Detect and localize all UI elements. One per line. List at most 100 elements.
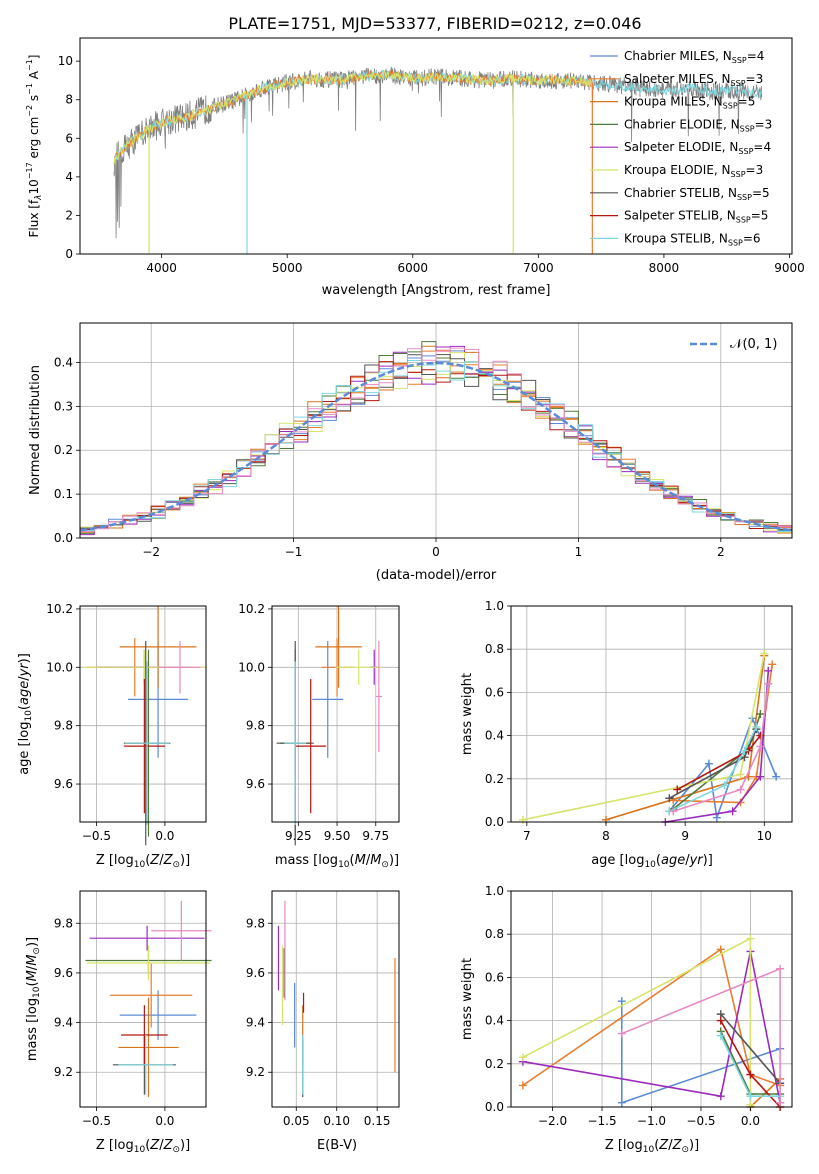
weight-vs-Z-point-marker bbox=[716, 1092, 725, 1101]
mass-vs-Z-xlabel: Z [log10(Z/Z⊙)] bbox=[96, 1138, 190, 1155]
weight-vs-age-point-marker bbox=[756, 731, 765, 740]
weight-vs-age-point-marker bbox=[752, 722, 761, 731]
weight-vs-age-lines bbox=[518, 649, 781, 826]
age-vs-mass-errorbars bbox=[276, 606, 382, 846]
weight-vs-age-xlabel: age [log10(age/yr)] bbox=[591, 853, 713, 870]
weight-vs-Z-xtick-label: −0.5 bbox=[686, 1114, 715, 1128]
weight-vs-age-point-marker bbox=[518, 815, 527, 824]
weight-vs-Z-point-marker bbox=[518, 1053, 527, 1062]
weight-vs-Z-ytick-label: 0.0 bbox=[485, 1100, 504, 1114]
age-vs-Z-axes-frame bbox=[79, 605, 207, 823]
weight-vs-Z-ticks: −2.0 −1.5 −1.0 −0.5 0.0 0.0 0.2 0.4 0.6 0.8 1.0 bbox=[485, 884, 760, 1128]
legend-label: Kroupa ELODIE, NSSP=3 bbox=[624, 163, 763, 179]
histogram-ytick-label: 0.0 bbox=[54, 531, 73, 545]
mass-vs-Z-ytick-label: 9.4 bbox=[54, 1016, 73, 1030]
mass-vs-EBV-xtick-label: 0.15 bbox=[364, 1114, 391, 1128]
age-vs-mass-ytick-label: 10.0 bbox=[238, 660, 265, 674]
weight-vs-age-xtick-label: 8 bbox=[602, 829, 610, 843]
spectrum-ytick-label: 10 bbox=[58, 54, 73, 68]
spectrum-ytick-label: 4 bbox=[65, 170, 73, 184]
histogram-ticks: −2 −1 0 1 2 0.0 0.1 0.2 0.3 0.4 bbox=[54, 355, 725, 559]
weight-vs-Z-series-line bbox=[749, 1078, 781, 1108]
age-vs-mass-ticks: 9.25 9.50 9.75 9.6 9.8 10.0 10.2 bbox=[238, 602, 389, 843]
mass-vs-EBV-errorbars bbox=[277, 900, 396, 1098]
legend-label: Kroupa STELIB, NSSP=6 bbox=[624, 231, 761, 247]
spectrum-axes-frame bbox=[79, 37, 793, 255]
histogram-xlabel: (data-model)/error bbox=[376, 568, 497, 583]
weight-vs-Z-ylabel: mass weight bbox=[460, 958, 475, 1040]
age-vs-Z-ytick-label: 10.0 bbox=[46, 660, 73, 674]
age-vs-Z-errorbars bbox=[82, 606, 206, 846]
mass-vs-Z-ytick-label: 9.2 bbox=[54, 1065, 73, 1079]
weight-vs-age-point-marker bbox=[772, 772, 781, 781]
spectrum-ytick-label: 6 bbox=[65, 131, 73, 145]
weight-vs-Z-point-marker bbox=[776, 964, 785, 973]
mass-vs-Z-ylabel: mass [log10(M/M⊙)] bbox=[25, 937, 42, 1061]
legend-label: Chabrier ELODIE, NSSP=3 bbox=[624, 117, 772, 133]
weight-vs-age-point-marker bbox=[669, 807, 678, 816]
weight-vs-age-point-marker bbox=[768, 660, 777, 669]
weight-vs-age-series-line bbox=[522, 653, 766, 821]
weight-vs-Z-point-marker bbox=[746, 1092, 755, 1101]
age-vs-mass-grid bbox=[272, 606, 399, 822]
weight-vs-Z-ytick-label: 0.8 bbox=[485, 927, 504, 941]
weight-vs-age-xtick-label: 7 bbox=[523, 829, 531, 843]
weight-vs-Z-ytick-label: 0.6 bbox=[485, 970, 504, 984]
histogram-legend-label: 𝒩(0, 1) bbox=[730, 337, 777, 352]
weight-vs-age-point-marker bbox=[736, 785, 745, 794]
weight-vs-age-point-marker bbox=[712, 813, 721, 822]
age-vs-mass-xtick-label: 9.50 bbox=[324, 829, 351, 843]
weight-vs-Z-point-marker bbox=[746, 1070, 755, 1079]
mass-vs-Z-ticks: −0.5 0.0 9.2 9.4 9.6 9.8 bbox=[54, 916, 175, 1128]
weight-vs-age-series-line bbox=[673, 683, 770, 812]
weight-vs-Z-ytick-label: 1.0 bbox=[485, 884, 504, 898]
weight-vs-Z-ytick-label: 0.4 bbox=[485, 1014, 504, 1028]
weight-vs-age-ticks: 7 8 9 10 0.0 0.2 0.4 0.6 0.8 1.0 bbox=[485, 599, 772, 843]
weight-vs-age-point-marker bbox=[673, 785, 682, 794]
weight-vs-Z-panel: −2.0 −1.5 −1.0 −0.5 0.0 0.0 0.2 0.4 0.6 0.8 1.0 Z … bbox=[460, 884, 793, 1155]
spectrum-lines bbox=[113, 66, 763, 254]
spectrum-ytick-label: 0 bbox=[65, 247, 73, 261]
weight-vs-age-point-marker bbox=[764, 679, 773, 688]
age-vs-mass-xlabel: mass [log10(M/M⊙)] bbox=[275, 853, 399, 870]
weight-vs-Z-xtick-label: −2.0 bbox=[538, 1114, 567, 1128]
histogram-panel: −2 −1 0 1 2 0.0 0.1 0.2 0.3 0.4 𝒩(0, 1) (data-mod… bbox=[28, 322, 793, 583]
histogram-ytick-label: 0.3 bbox=[54, 399, 73, 413]
weight-vs-Z-lines bbox=[518, 934, 785, 1111]
weight-vs-age-point-marker bbox=[728, 807, 737, 816]
weight-vs-age-point-marker bbox=[760, 649, 769, 658]
age-vs-Z-xtick-label: 0.0 bbox=[155, 829, 174, 843]
weight-vs-age-point-marker bbox=[756, 772, 765, 781]
spectrum-xtick-label: 7000 bbox=[523, 261, 554, 275]
mass-vs-EBV-ticks: 0.05 0.10 0.15 9.2 9.4 9.6 9.8 bbox=[246, 916, 391, 1128]
spectrum-ytick-label: 8 bbox=[65, 93, 73, 107]
histogram-xtick-label: 2 bbox=[717, 545, 725, 559]
weight-vs-age-point-marker bbox=[756, 710, 765, 718]
mass-vs-EBV-xtick-label: 0.05 bbox=[283, 1114, 310, 1128]
weight-vs-age-point-marker bbox=[756, 742, 765, 751]
age-vs-Z-ticks: −0.5 0.0 9.6 9.8 10.0 10.2 bbox=[46, 602, 174, 843]
age-vs-Z-ytick-label: 10.2 bbox=[46, 602, 73, 616]
weight-vs-age-point-marker bbox=[740, 746, 749, 755]
mass-vs-Z-axes-frame bbox=[79, 890, 207, 1108]
age-vs-Z-ytick-label: 9.8 bbox=[54, 719, 73, 733]
histogram-ytick-label: 0.1 bbox=[54, 487, 73, 501]
spectrum-xtick-label: 4000 bbox=[146, 261, 177, 275]
age-vs-Z-xtick-label: −0.5 bbox=[82, 829, 111, 843]
mass-vs-EBV-ytick-label: 9.6 bbox=[246, 966, 265, 980]
mass-vs-Z-ytick-label: 9.6 bbox=[54, 966, 73, 980]
weight-vs-age-point-marker bbox=[720, 781, 729, 790]
legend-label: Kroupa MILES, NSSP=5 bbox=[624, 95, 755, 111]
age-vs-Z-xlabel: Z [log10(Z/Z⊙)] bbox=[96, 853, 190, 870]
weight-vs-age-series-line bbox=[665, 670, 770, 823]
weight-vs-Z-ytick-label: 0.2 bbox=[485, 1057, 504, 1071]
histogram-ytick-label: 0.4 bbox=[54, 355, 73, 369]
age-vs-Z-grid bbox=[80, 606, 206, 822]
normal-reference-curve bbox=[79, 361, 793, 532]
spectrum-panel: 4000 5000 6000 7000 8000 9000 0 2 4 6 8 10 Chabrier… bbox=[25, 37, 805, 298]
mass-vs-EBV-ytick-label: 9.8 bbox=[246, 916, 265, 930]
mass-vs-EBV-xlabel: E(B-V) bbox=[317, 1138, 357, 1153]
weight-vs-age-ytick-label: 0.0 bbox=[485, 815, 504, 829]
age-vs-mass-xtick-label: 9.75 bbox=[362, 829, 389, 843]
